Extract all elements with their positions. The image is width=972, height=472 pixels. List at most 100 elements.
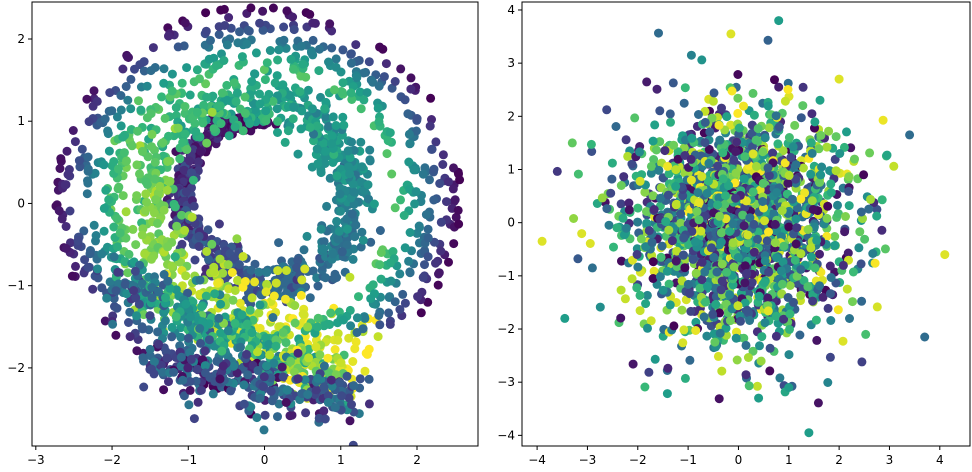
scatter-point [280,277,290,287]
scatter-point [278,80,288,90]
scatter-point [128,224,138,234]
scatter-point [726,29,736,39]
scatter-point [713,351,723,361]
scatter-point [313,159,323,169]
scatter-point [792,271,802,281]
scatter-point [671,200,681,210]
scatter-point [148,43,158,53]
scatter-point [327,43,337,53]
scatter-point [160,113,170,123]
scatter-point [320,112,330,122]
scatter-point [273,55,283,65]
scatter-point [354,292,363,302]
scatter-point [232,234,242,244]
scatter-point [138,324,148,334]
scatter-point [694,198,704,208]
scatter-point [185,377,195,386]
scatter-point [831,166,841,176]
scatter-point [130,64,139,74]
scatter-point [648,136,658,146]
scatter-point [268,313,278,322]
scatter-point [259,425,269,435]
scatter-point [390,77,400,86]
scatter-point [331,54,341,64]
scatter-point [233,38,243,48]
scatter-point [288,114,298,124]
scatter-point [798,163,808,173]
scatter-point [228,295,238,305]
scatter-point [155,181,165,191]
scatter-point [118,191,128,201]
scatter-point [286,356,296,366]
scatter-point [131,293,141,303]
scatter-point [242,319,252,329]
scatter-point [740,278,750,288]
scatter-point [760,318,770,328]
scatter-point [586,139,596,149]
y-tick-label: −1 [7,279,25,293]
scatter-point [233,275,242,285]
scatter-point [112,303,122,313]
scatter-point [754,291,764,301]
scatter-point [731,168,741,178]
scatter-point [768,148,778,158]
scatter-point [239,380,249,390]
scatter-point [860,234,870,244]
scatter-point [795,330,805,340]
scatter-point [342,371,352,381]
scatter-point [838,260,848,270]
scatter-point [268,3,278,13]
scatter-point [272,104,282,114]
scatter-point [806,252,816,262]
scatter-point [741,370,751,380]
scatter-point [619,172,629,182]
scatter-point [646,161,656,171]
scatter-point [314,66,324,76]
scatter-point [841,212,850,221]
scatter-point [215,374,225,384]
scatter-point [612,223,622,233]
scatter-point [366,237,376,247]
scatter-point [140,206,150,215]
x-tick-label: 4 [936,453,944,467]
scatter-point [273,128,282,137]
scatter-point [322,201,332,211]
scatter-point [176,352,186,362]
scatter-point [142,197,151,207]
scatter-point [122,156,131,166]
scatter-point [803,282,813,292]
scatter-point [742,305,752,315]
scatter-point [833,209,843,219]
scatter-point [740,152,750,162]
scatter-point [731,193,741,203]
scatter-point [224,131,234,141]
scatter-point [73,236,83,246]
scatter-point [293,374,303,384]
scatter-point [697,172,707,181]
scatter-point [309,136,318,146]
scatter-point [697,55,707,65]
scatter-point [669,140,679,150]
scatter-point [111,330,121,340]
scatter-point [635,176,645,186]
scatter-point [857,357,867,367]
scatter-point [450,195,460,205]
scatter-point [759,278,769,288]
scatter-point [702,188,712,198]
scatter-point [665,300,675,310]
scatter-point [396,195,405,205]
scatter-point [840,227,850,237]
scatter-point [142,81,152,91]
scatter-point [204,254,213,264]
scatter-point [90,168,100,178]
scatter-point [261,116,271,126]
scatter-point [327,139,336,149]
scatter-point [656,193,665,203]
scatter-point [835,149,845,158]
scatter-point [537,236,547,246]
scatter-point [127,141,137,151]
scatter-point [344,333,354,343]
scatter-point [189,414,199,424]
scatter-point [664,169,674,179]
